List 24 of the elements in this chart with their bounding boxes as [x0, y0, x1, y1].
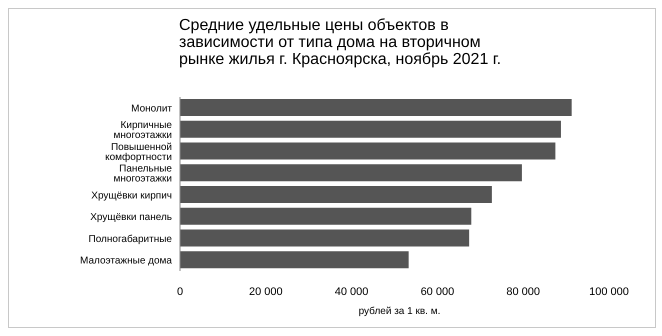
x-tick-label: 80 000: [506, 286, 540, 298]
bar: [180, 142, 556, 160]
x-tick-label: 40 000: [334, 286, 368, 298]
x-tick-label: 100 000: [589, 286, 629, 298]
bar: [180, 120, 561, 138]
y-tick-label: Панельные многоэтажки: [113, 164, 172, 185]
bar: [180, 186, 492, 203]
bar: [180, 251, 409, 268]
x-tick-label: 60 000: [420, 286, 454, 298]
y-tick-label: Малоэтажные дома: [80, 256, 172, 267]
y-tick-label: Повышенной комфортности: [105, 142, 172, 163]
bar: [180, 230, 470, 246]
x-tick-label: 20 000: [248, 286, 283, 298]
y-tick-label: Хрущёвки кирпич: [91, 190, 172, 202]
y-tick-label: Хрущёвки панель: [90, 212, 172, 224]
bar: [180, 208, 472, 225]
y-tick-label: Монолит: [131, 103, 172, 114]
x-axis-title: рублей за 1 кв. м.: [358, 306, 442, 317]
y-tick-label: Кирпичные многоэтажки: [113, 120, 172, 142]
y-tick-label: Полногабаритные: [88, 234, 172, 245]
chart-title: Средние удельные цены объектов в зависимости от типа дома на вторичном рынке жилья г. Красноярска, ноябрь 2021 г.: [179, 17, 502, 68]
bar: [180, 99, 572, 116]
bar: [180, 164, 522, 182]
x-tick-label: 0: [176, 286, 184, 298]
